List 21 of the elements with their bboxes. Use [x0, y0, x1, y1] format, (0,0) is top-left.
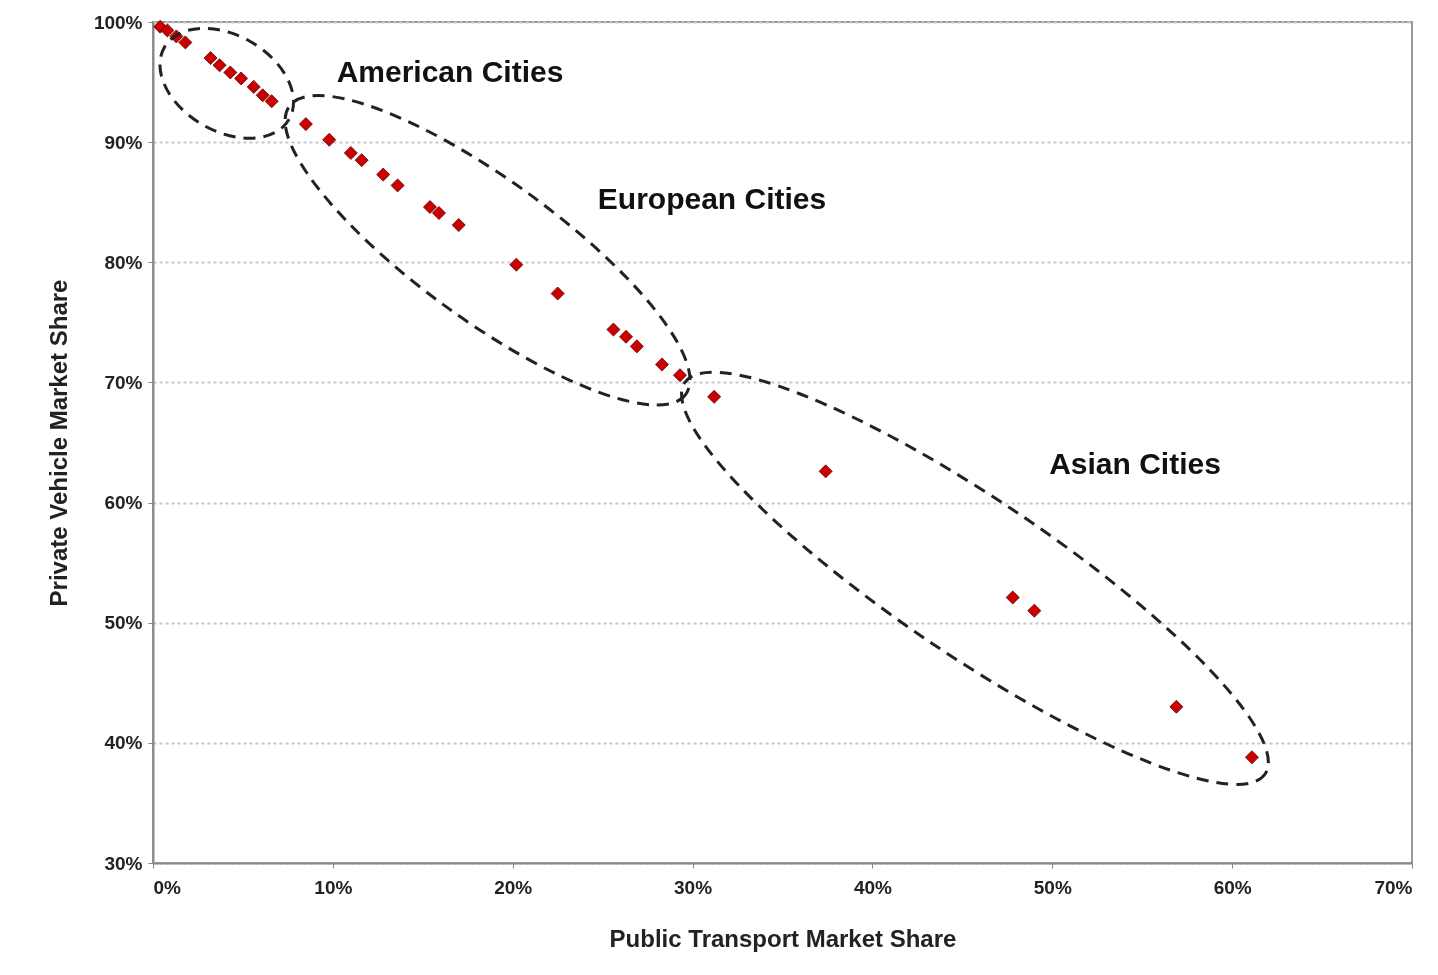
- y-tick-label: 100%: [93, 11, 143, 33]
- annotation: European Cities: [597, 182, 827, 215]
- x-axis-title: Public Transport Market Share: [609, 924, 957, 952]
- x-tick-label: 60%: [1213, 876, 1252, 898]
- y-tick-label: 40%: [104, 732, 143, 754]
- x-tick-label: 30%: [674, 876, 713, 898]
- y-tick-label: 80%: [104, 251, 143, 273]
- x-tick-label: 10%: [314, 876, 353, 898]
- y-tick-label: 90%: [104, 131, 143, 153]
- x-tick-label: 70%: [1374, 876, 1413, 898]
- annotation: Asian Cities: [1049, 447, 1221, 480]
- y-tick-label: 70%: [104, 371, 143, 393]
- y-tick-label: 50%: [104, 612, 143, 634]
- y-tick-label: 30%: [104, 852, 143, 874]
- annotation: American Cities: [336, 55, 564, 88]
- x-tick-label: 50%: [1033, 876, 1072, 898]
- x-tick-label: 20%: [494, 876, 533, 898]
- y-tick-label: 60%: [104, 492, 143, 514]
- y-axis-title: Private Vehicle Market Share: [44, 279, 72, 607]
- x-tick-label: 0%: [153, 876, 182, 898]
- x-tick-label: 40%: [853, 876, 893, 898]
